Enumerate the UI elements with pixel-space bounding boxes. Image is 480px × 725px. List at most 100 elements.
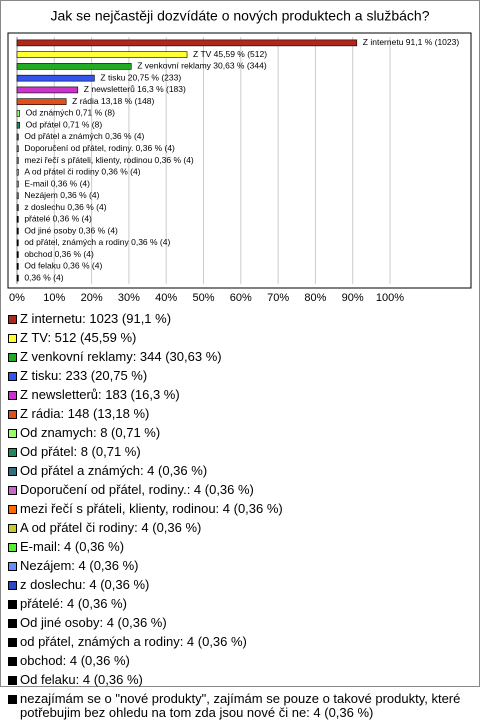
bar bbox=[16, 74, 95, 82]
legend-label: Z newsletterů: 183 (16,3 %) bbox=[20, 387, 180, 402]
bar bbox=[16, 168, 19, 176]
bar bbox=[16, 86, 79, 94]
legend-item: z doslechu: 4 (0,36 %) bbox=[8, 578, 470, 592]
legend-item: Z TV: 512 (45,59 %) bbox=[8, 331, 470, 345]
legend-item: Od znamych: 8 (0,71 %) bbox=[8, 426, 470, 440]
legend-label: Z tisku: 233 (20,75 %) bbox=[20, 368, 148, 383]
bar-label: Od známých 0,71 % (8) bbox=[26, 108, 115, 118]
legend-item: Z internetu: 1023 (91,1 %) bbox=[8, 312, 470, 326]
bar bbox=[16, 274, 19, 282]
legend-label: Od jiné osoby: 4 (0,36 %) bbox=[20, 615, 167, 630]
legend-label: z doslechu: 4 (0,36 %) bbox=[20, 577, 150, 592]
legend-label: E-mail: 4 (0,36 %) bbox=[20, 539, 125, 554]
legend-item: Z rádia: 148 (13,18 %) bbox=[8, 407, 470, 421]
bar-label: přátelé 0,36 % (4) bbox=[24, 214, 92, 224]
legend-item: Z tisku: 233 (20,75 %) bbox=[8, 369, 470, 383]
bar-label: Z venkovní reklamy 30,63 % (344) bbox=[137, 61, 267, 71]
bar bbox=[16, 63, 132, 70]
bar-label: Z rádia 13,18 % (148) bbox=[72, 96, 154, 106]
legend-swatch bbox=[8, 315, 17, 324]
legend-label: Z venkovní reklamy: 344 (30,63 %) bbox=[20, 349, 222, 364]
bar bbox=[16, 251, 19, 258]
bar-label: Doporučení od přátel, rodiny. 0,36 % (4) bbox=[24, 143, 175, 153]
legend-swatch bbox=[8, 600, 17, 609]
bar bbox=[16, 98, 67, 105]
bar-label: Z internetu 91,1 % (1023) bbox=[363, 37, 460, 47]
legend-item: Doporučení od přátel, rodiny.: 4 (0,36 %… bbox=[8, 483, 470, 497]
x-tick-label: 50% bbox=[192, 292, 214, 304]
legend-swatch bbox=[8, 353, 17, 362]
bar-label: Nezájem 0,36 % (4) bbox=[24, 190, 99, 200]
x-tick-label: 60% bbox=[230, 292, 252, 304]
bar bbox=[16, 227, 19, 235]
legend-label: obchod: 4 (0,36 %) bbox=[20, 653, 130, 668]
bar-label: E-mail 0,36 % (4) bbox=[24, 178, 90, 188]
bar-label: Od jiné osoby 0,36 % (4) bbox=[24, 225, 118, 235]
legend-item: od přátel, známých a rodiny: 4 (0,36 %) bbox=[8, 635, 470, 649]
legend-swatch bbox=[8, 429, 17, 438]
bar bbox=[16, 204, 19, 211]
bar-label: Od přátel 0,71 % (8) bbox=[26, 119, 103, 129]
legend-label: Od přátel: 8 (0,71 %) bbox=[20, 444, 141, 459]
legend-label: nezajímám se o "nové produkty", zajímám … bbox=[20, 691, 461, 720]
bar bbox=[16, 180, 19, 188]
bar-label: A od přátel či rodiny 0,36 % (4) bbox=[24, 167, 140, 177]
bar bbox=[16, 39, 358, 47]
legend-label: Od přátel a známých: 4 (0,36 %) bbox=[20, 463, 208, 478]
x-tick-label: 40% bbox=[155, 292, 177, 304]
legend-swatch bbox=[8, 657, 17, 666]
legend-item: Od felaku: 4 (0,36 %) bbox=[8, 673, 470, 687]
chart-title: Jak se nejčastěji dozvídáte o nových pro… bbox=[50, 8, 429, 24]
legend-swatch bbox=[8, 467, 17, 476]
legend-item: Z venkovní reklamy: 344 (30,63 %) bbox=[8, 350, 470, 364]
bar bbox=[16, 239, 19, 247]
bar-label: od přátel, známých a rodiny 0,36 % (4) bbox=[24, 237, 170, 247]
bar bbox=[16, 121, 20, 129]
legend-swatch bbox=[8, 695, 17, 704]
bar bbox=[16, 51, 188, 58]
legend-label: Od felaku: 4 (0,36 %) bbox=[20, 672, 143, 687]
legend-item: Od přátel: 8 (0,71 %) bbox=[8, 445, 470, 459]
legend-swatch bbox=[8, 676, 17, 685]
legend-item: obchod: 4 (0,36 %) bbox=[8, 654, 470, 668]
legend-item: nezajímám se o "nové produkty", zajímám … bbox=[8, 692, 470, 720]
legend-label: Z TV: 512 (45,59 %) bbox=[20, 330, 137, 345]
bar-label: obchod 0,36 % (4) bbox=[24, 249, 94, 259]
legend-swatch bbox=[8, 334, 17, 343]
legend-item: přátelé: 4 (0,36 %) bbox=[8, 597, 470, 611]
bar-label: Od přátel a známých 0,36 % (4) bbox=[24, 131, 144, 141]
legend-swatch bbox=[8, 486, 17, 495]
legend-item: A od přátel či rodiny: 4 (0,36 %) bbox=[8, 521, 470, 535]
legend-swatch bbox=[8, 619, 17, 628]
bar-label: Od felaku 0,36 % (4) bbox=[24, 261, 102, 271]
legend-swatch bbox=[8, 448, 17, 457]
bar-label: Z newsletterů 16,3 % (183) bbox=[84, 84, 186, 94]
bar-label: z doslechu 0,36 % (4) bbox=[24, 202, 106, 212]
legend-label: A od přátel či rodiny: 4 (0,36 %) bbox=[20, 520, 202, 535]
x-tick-label: 100% bbox=[376, 292, 404, 304]
bar bbox=[16, 133, 19, 141]
x-tick-label: 90% bbox=[342, 292, 364, 304]
bar-label: mezi řečí s přáteli, klienty, rodinou 0,… bbox=[24, 155, 194, 165]
bar bbox=[16, 263, 19, 270]
legend-label: Nezájem: 4 (0,36 %) bbox=[20, 558, 139, 573]
chart: Jak se nejčastěji dozvídáte o nových pro… bbox=[7, 8, 472, 304]
legend-item: mezi řečí s přáteli, klienty, rodinou: 4… bbox=[8, 502, 470, 516]
bar bbox=[16, 157, 19, 164]
legend-item: Z newsletterů: 183 (16,3 %) bbox=[8, 388, 470, 402]
legend-label: mezi řečí s přáteli, klienty, rodinou: 4… bbox=[20, 501, 283, 516]
legend-label: Z internetu: 1023 (91,1 %) bbox=[20, 311, 172, 326]
legend-item: Od jiné osoby: 4 (0,36 %) bbox=[8, 616, 470, 630]
legend-item: Od přátel a známých: 4 (0,36 %) bbox=[8, 464, 470, 478]
x-tick-label: 70% bbox=[267, 292, 289, 304]
legend-swatch bbox=[8, 391, 17, 400]
legend-swatch bbox=[8, 638, 17, 647]
legend-swatch bbox=[8, 524, 17, 533]
legend-item: E-mail: 4 (0,36 %) bbox=[8, 540, 470, 554]
legend-label: Od znamych: 8 (0,71 %) bbox=[20, 425, 161, 440]
legend-swatch bbox=[8, 543, 17, 552]
legend-swatch bbox=[8, 505, 17, 514]
legend-swatch bbox=[8, 372, 17, 381]
bar-label: 0,36 % (4) bbox=[24, 272, 63, 282]
bar-label: Z tisku 20,75 % (233) bbox=[100, 72, 181, 82]
